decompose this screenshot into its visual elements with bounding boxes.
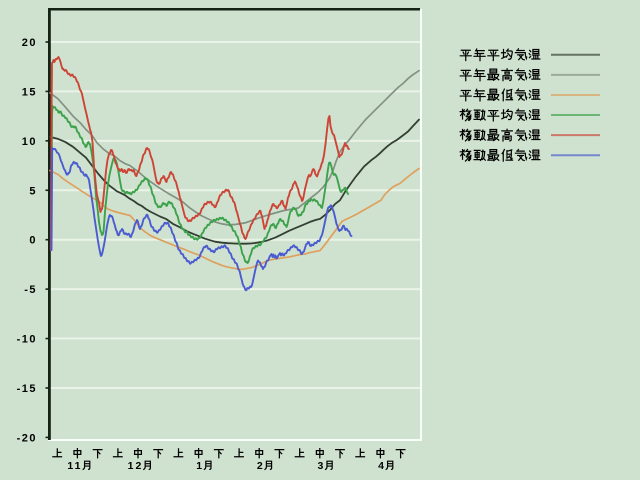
svg-text:2: 2 bbox=[257, 460, 265, 472]
svg-text:1: 1 bbox=[196, 460, 204, 472]
svg-text:0: 0 bbox=[29, 235, 37, 247]
svg-text:4: 4 bbox=[378, 460, 386, 472]
svg-text:20: 20 bbox=[22, 37, 37, 49]
svg-text:15: 15 bbox=[22, 86, 37, 98]
svg-text:3: 3 bbox=[317, 460, 325, 472]
svg-text:-20: -20 bbox=[17, 432, 37, 444]
svg-text:11: 11 bbox=[67, 460, 82, 472]
svg-text:-10: -10 bbox=[17, 334, 37, 346]
svg-text:-15: -15 bbox=[17, 383, 37, 395]
svg-text:10: 10 bbox=[22, 136, 37, 148]
svg-text:5: 5 bbox=[29, 185, 37, 197]
svg-text:12: 12 bbox=[128, 460, 144, 472]
svg-text:-5: -5 bbox=[24, 284, 37, 296]
